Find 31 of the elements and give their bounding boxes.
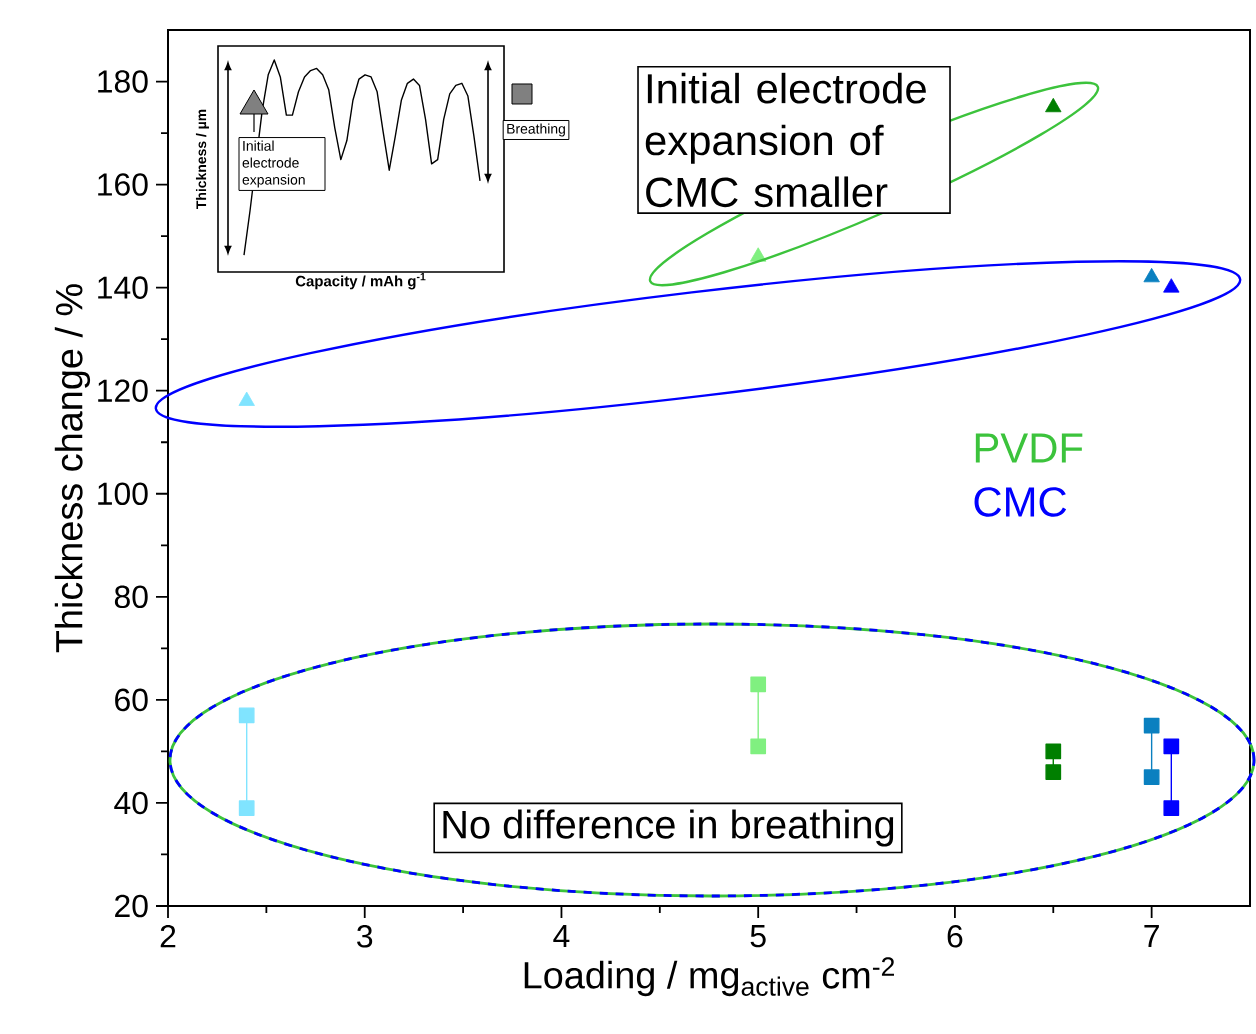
point <box>1163 800 1180 816</box>
y-tick-label: 40 <box>114 791 148 815</box>
y-tick-label: 180 <box>98 70 148 93</box>
y-tick-label: 120 <box>98 379 148 402</box>
y-tick-label: 80 <box>114 585 148 609</box>
x-tick-label: 7 <box>1144 925 1159 947</box>
annotation: No difference in breathing <box>443 809 894 847</box>
point <box>1045 764 1062 780</box>
y-tick-label: 160 <box>98 173 148 196</box>
y-tick-label: 100 <box>98 482 148 506</box>
y-axis-title: Thickness change / % <box>54 284 91 653</box>
point <box>238 707 255 724</box>
x-tick-label: 3 <box>357 925 373 948</box>
y-tick-label: 20 <box>115 894 148 918</box>
annotation: CMC <box>974 487 1067 517</box>
annotation: PVDF <box>975 433 1083 463</box>
point <box>1045 743 1062 760</box>
point <box>1143 717 1160 734</box>
point <box>750 738 767 755</box>
x-axis-title: Loading / mg$_{active}$ cm$^{-2}$ <box>524 957 894 997</box>
point <box>1143 769 1160 786</box>
point <box>1163 738 1180 755</box>
x-tick-label: 6 <box>947 925 963 948</box>
point <box>750 676 767 693</box>
x-tick-label: 4 <box>553 925 570 947</box>
point <box>238 800 255 816</box>
x-tick-label: 5 <box>750 925 766 948</box>
x-tick-label: 2 <box>160 925 176 948</box>
y-tick-label: 140 <box>98 276 148 299</box>
y-tick-label: 60 <box>115 688 148 712</box>
annotation: Initial electrode expansion of CMC smaller <box>645 72 926 208</box>
